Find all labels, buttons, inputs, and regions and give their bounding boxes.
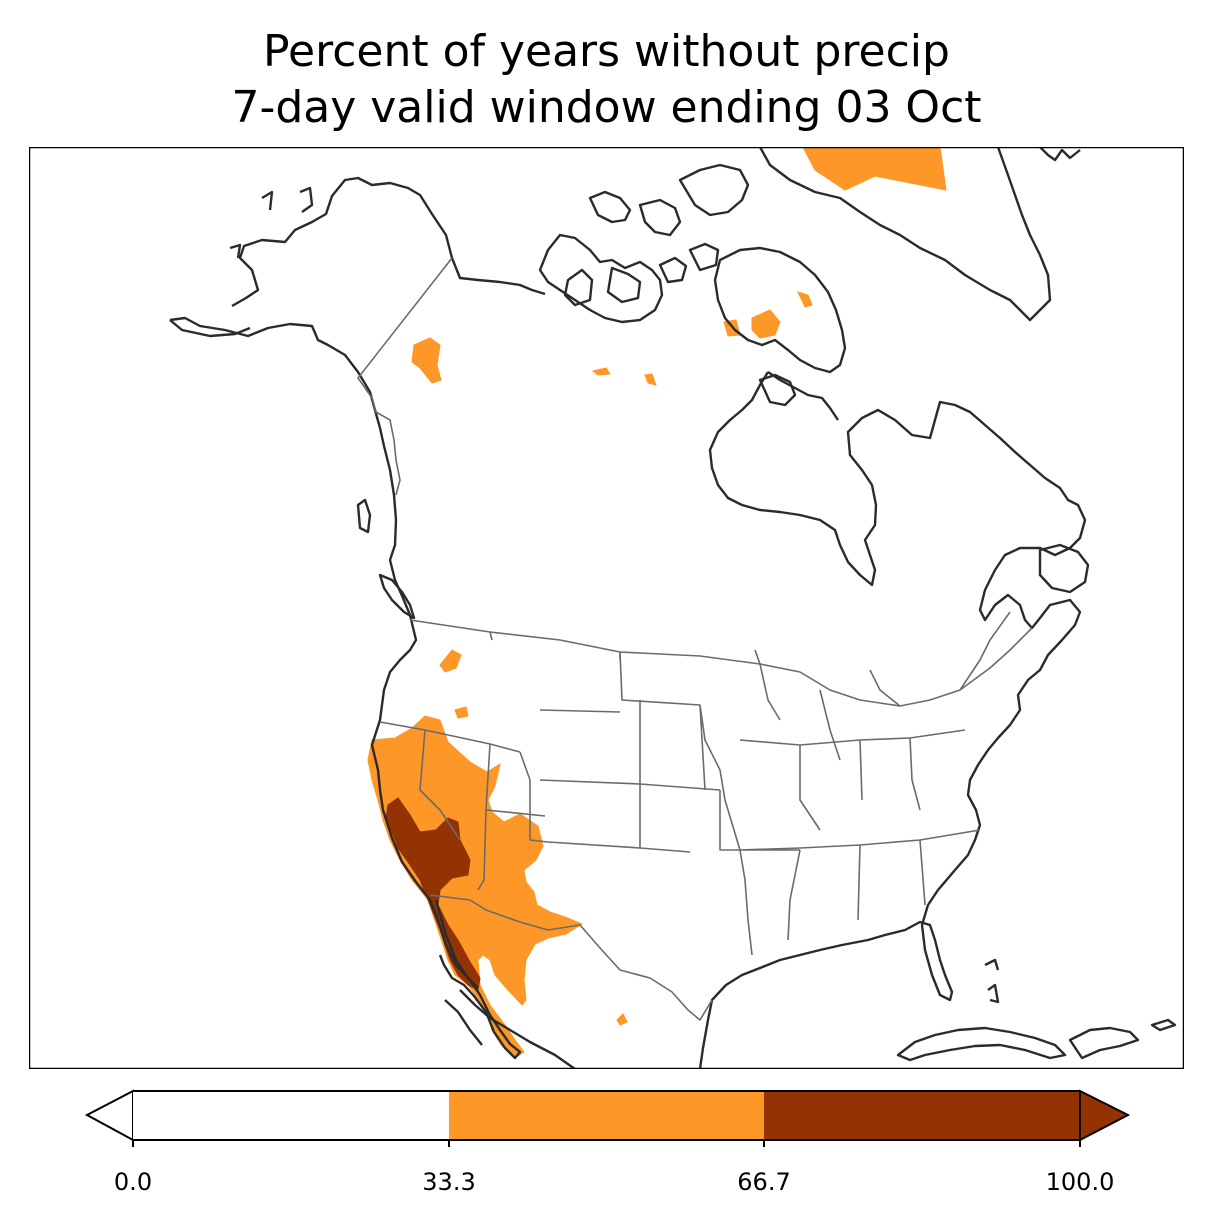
political-borders [357,257,1033,1021]
border-states-east [739,663,966,831]
colorbar-tick-label-1: 33.3 [422,1168,476,1196]
coast-alaska-west [169,176,546,338]
coast-banks-island [563,268,594,307]
colorbar-tick-label-0: 0.0 [113,1168,153,1196]
coast-greenland-east [1039,147,1081,162]
coast-cuba [896,1026,1067,1062]
coast-arctic-islands-2 [588,190,632,224]
shade-mexico-dot [616,1013,628,1026]
coast-southampton [758,373,797,407]
coast-east [708,371,1087,926]
colorbar-tick-label-2: 66.7 [737,1168,791,1196]
coast-puerto-rico [1150,1018,1177,1032]
coast-bahamas [984,958,1000,1004]
coast-hudson-bay [767,371,839,421]
colorbar [84,1089,1131,1147]
coast-vancouver-island [378,573,416,620]
coast-greenland [758,147,1052,322]
map-title-line-1: Percent of years without precip [263,26,950,77]
map-border [29,147,1184,1069]
border-us-canada [409,619,1033,707]
coast-newfoundland [1038,543,1090,594]
shade-baffin-2 [797,291,813,308]
coast-gulf-of-california [434,899,483,1046]
shade-oregon-dot [454,706,469,719]
border-canada-provinces [489,611,1011,707]
shade-arctic-1 [591,367,611,376]
shading-high [385,797,481,991]
coast-haida-gwaii [356,498,372,534]
map-title-line-2: 7-day valid window ending 03 Oct [231,82,982,133]
colorbar-bin-low [133,1091,449,1140]
coast-victoria-island [606,266,642,304]
colorbar-bin-high [764,1091,1080,1140]
colorbar-bin-mid [449,1091,764,1140]
shade-baffin-1 [751,309,781,339]
border-states-west [379,700,721,891]
shade-greenland [802,147,947,191]
border-states-central [539,651,981,956]
coast-mexico-west [459,989,576,1069]
shading-mid [367,147,947,1059]
coast-aleutian [229,186,314,259]
coastlines [169,147,1177,1069]
shade-idaho [439,649,462,673]
coast-baffin [713,246,847,374]
colorbar-extend-high [1079,1089,1131,1142]
shade-yukon [411,337,442,384]
coast-arctic-islands-5 [688,242,720,272]
coast-hispaniola [1068,1026,1140,1060]
border-alaska-canada [357,257,453,496]
coast-gulf [698,920,954,1069]
colorbar-tick-label-3: 100.0 [1045,1168,1115,1196]
shade-arctic-2 [644,373,657,386]
coast-arctic-islands-3 [638,198,682,237]
border-us-mexico [429,894,713,1021]
shade-california-high [385,797,481,991]
north-america-map [29,147,1184,1069]
coast-arctic-islands-4 [678,163,750,217]
coast-alaska [169,316,522,1060]
coast-arctic-islands-6 [658,256,688,284]
shade-west-main [367,715,584,1059]
colorbar-extend-low [84,1089,134,1142]
